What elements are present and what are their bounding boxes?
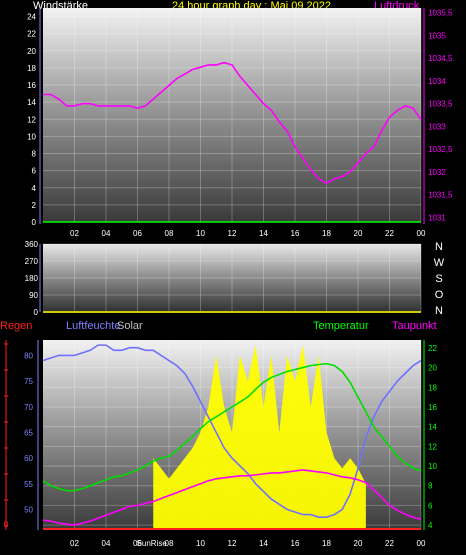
wind-tick-label: 18 — [27, 64, 36, 73]
wind-tick-label: 12 — [27, 115, 36, 124]
sunrise-label: SunRise — [137, 539, 168, 548]
x-tick-label: 04 — [102, 229, 111, 238]
rain-legend-label: Regen — [0, 320, 33, 332]
temp-humidity-panel: 4681012141618202250556065707580002040608… — [4, 340, 437, 548]
solar-legend-label: Solar — [117, 320, 143, 332]
wind-tick-label: 20 — [27, 47, 36, 56]
wind-tick-label: 2 — [32, 201, 37, 210]
x-tick-label: 02 — [70, 229, 79, 238]
x-tick-label: 08 — [165, 229, 174, 238]
x-tick-label: 10 — [196, 229, 205, 238]
x-tick-label: 06 — [133, 229, 142, 238]
humidity-tick-label: 60 — [24, 454, 33, 463]
dewpoint-series-line — [42, 469, 422, 526]
humidity-tick-label: 80 — [24, 351, 33, 360]
pressure-tick-label: 1031,5 — [428, 191, 453, 200]
pressure-tick-label: 1035,5 — [428, 9, 453, 18]
x-tick-label: 18 — [322, 539, 331, 548]
x-tick-label: 22 — [385, 229, 394, 238]
pressure-tick-label: 1033,5 — [428, 100, 453, 109]
pressure-plot-area — [43, 8, 421, 222]
pressure-tick-label: 1034,5 — [428, 54, 453, 63]
temperature-tick-label: 12 — [428, 442, 437, 451]
humidity-tick-label: 70 — [24, 403, 33, 412]
temperature-series-line — [42, 362, 422, 492]
pressure-tick-label: 1032 — [428, 168, 446, 177]
humidity-tick-label: 65 — [24, 428, 33, 437]
dewpoint-legend-label: Taupunkt — [392, 320, 437, 332]
temperature-tick-label: 4 — [428, 521, 433, 530]
wind-tick-label: 22 — [27, 30, 36, 39]
x-tick-label: 10 — [196, 539, 205, 548]
temperature-tick-label: 22 — [428, 344, 437, 353]
temperature-tick-label: 18 — [428, 383, 437, 392]
humidity-tick-label: 75 — [24, 377, 33, 386]
direction-tick-label: 270 — [25, 257, 39, 266]
x-tick-label: 08 — [165, 539, 174, 548]
wind-tick-label: 24 — [27, 13, 36, 22]
direction-tick-label: 90 — [29, 291, 38, 300]
humidity-series-line — [42, 344, 422, 518]
direction-tick-label: 180 — [25, 274, 39, 283]
temperature-tick-label: 16 — [428, 403, 437, 412]
x-tick-label: 12 — [228, 539, 237, 548]
temperature-tick-label: 14 — [428, 423, 437, 432]
solar-area — [153, 345, 366, 530]
wind-tick-label: 14 — [27, 98, 36, 107]
x-tick-label: 20 — [354, 229, 363, 238]
wind-tick-label: 8 — [32, 150, 37, 159]
x-tick-label: 18 — [322, 229, 331, 238]
x-tick-label: 00 — [417, 539, 426, 548]
humidity-tick-label: 50 — [24, 505, 33, 514]
x-tick-label: 04 — [102, 539, 111, 548]
pressure-tick-label: 1032,5 — [428, 145, 453, 154]
pressure-tick-label: 1034 — [428, 77, 446, 86]
compass-label: W — [434, 257, 445, 269]
x-tick-label: 14 — [259, 539, 268, 548]
wind-tick-label: 16 — [27, 81, 36, 90]
pressure-tick-label: 1035 — [428, 31, 446, 40]
x-tick-label: 14 — [259, 229, 268, 238]
humidity-legend-label: Luftfeuchte — [66, 320, 121, 332]
x-tick-label: 02 — [70, 539, 79, 548]
x-tick-label: 16 — [291, 229, 300, 238]
temperature-legend-label: Temperatur — [313, 320, 369, 332]
x-tick-label: 20 — [354, 539, 363, 548]
x-tick-label: 00 — [417, 229, 426, 238]
pressure-tick-label: 1033 — [428, 122, 446, 131]
temperature-tick-label: 8 — [428, 482, 433, 491]
direction-tick-label: 0 — [34, 308, 39, 317]
temperature-tick-label: 6 — [428, 501, 433, 510]
compass-label: N — [435, 305, 443, 317]
wind-tick-label: 6 — [32, 167, 37, 176]
pressure-tick-label: 1031 — [428, 213, 446, 222]
humidity-tick-label: 55 — [24, 480, 33, 489]
compass-label: N — [435, 241, 443, 253]
x-tick-label: 12 — [228, 229, 237, 238]
pressure-series-line — [43, 61, 422, 185]
wind-tick-label: 0 — [32, 218, 37, 227]
direction-tick-label: 360 — [25, 240, 39, 249]
x-tick-label: 16 — [291, 539, 300, 548]
temperature-tick-label: 20 — [428, 364, 437, 373]
pressure-wind-panel: 02468101214161820222410311031,510321032,… — [27, 8, 453, 238]
temperature-tick-label: 10 — [428, 462, 437, 471]
wind-direction-plot-area — [43, 244, 421, 312]
x-tick-label: 22 — [385, 539, 394, 548]
wind-tick-label: 4 — [32, 184, 37, 193]
x-tick-label: 06 — [133, 539, 142, 548]
compass-label: S — [435, 273, 442, 285]
compass-label: O — [435, 289, 444, 301]
wind-tick-label: 10 — [27, 132, 36, 141]
